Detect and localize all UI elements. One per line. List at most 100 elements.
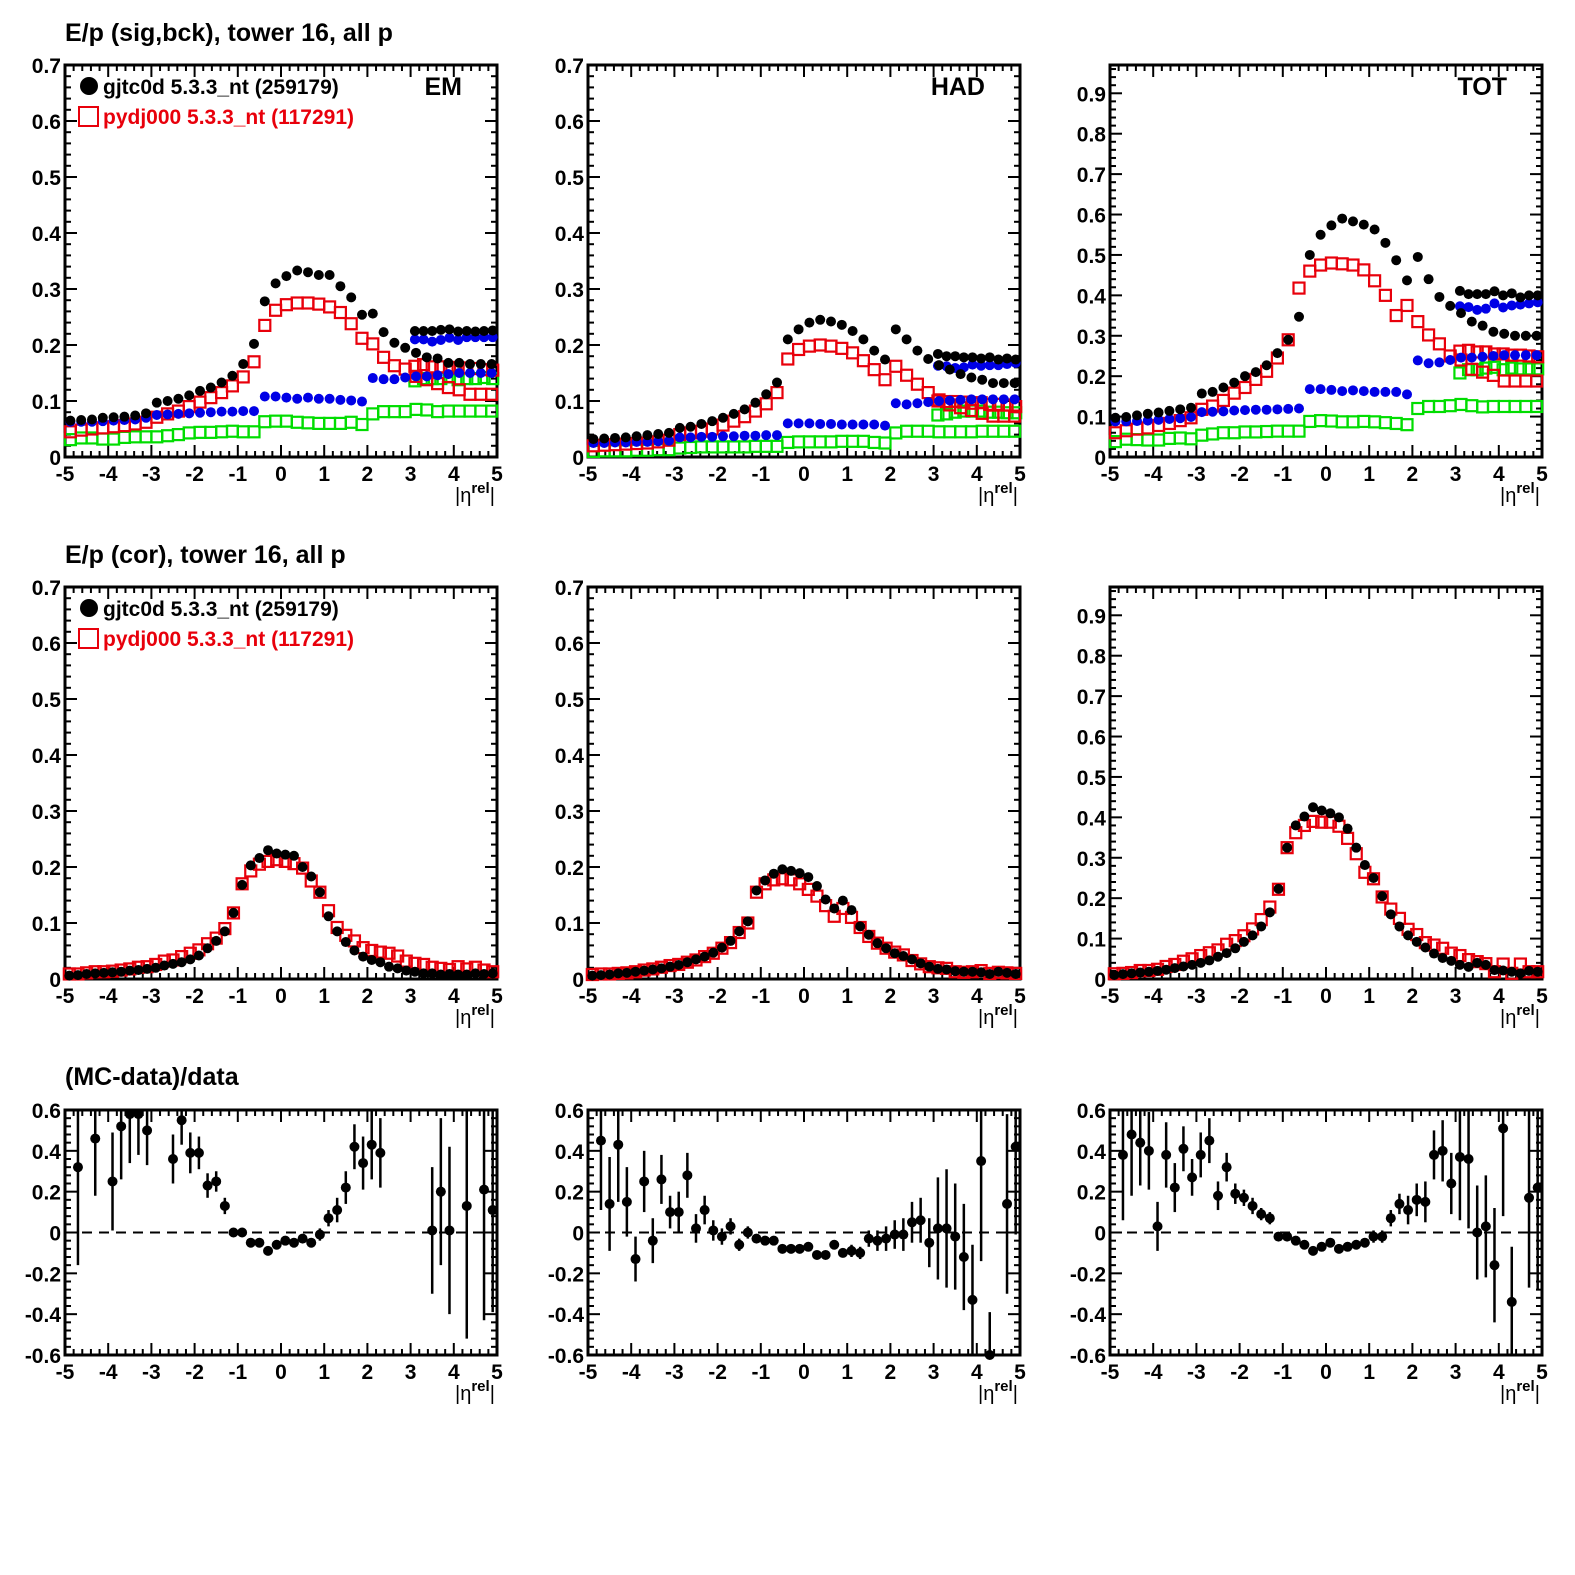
marker-data: [696, 418, 707, 429]
x-tick-label: 5: [491, 463, 503, 486]
marker-data_bck: [303, 392, 313, 403]
marker-data: [682, 957, 693, 968]
marker-mc: [226, 906, 241, 920]
ratio-point: [297, 1233, 308, 1244]
marker-data: [454, 357, 465, 368]
marker-data: [1429, 948, 1439, 959]
marker-data_bck: [411, 371, 421, 382]
row3-title: (MC-data)/data: [65, 1063, 239, 1091]
y-tick-label: 0: [49, 447, 61, 470]
marker-data: [162, 396, 173, 406]
marker-data: [1510, 330, 1520, 341]
y-tick-label: -0.6: [25, 1345, 61, 1368]
marker-data: [1480, 959, 1491, 970]
ratio-point: [444, 1225, 455, 1236]
marker-data_bck: [890, 398, 901, 409]
ratio-point: [1282, 1231, 1293, 1242]
marker-data: [881, 943, 892, 954]
marker-mc: [1324, 256, 1339, 270]
y-tick-label: 0: [1094, 447, 1106, 470]
marker-mc: [1421, 328, 1436, 342]
marker-mc_bck: [387, 405, 401, 419]
y-tick-label: 0.6: [32, 633, 61, 656]
ratio-point: [168, 1154, 178, 1164]
ratio-point: [1368, 1231, 1379, 1242]
marker-data: [761, 389, 772, 400]
y-tick-label: 0.1: [32, 913, 62, 936]
marker-data: [1010, 354, 1021, 365]
marker-data: [1488, 326, 1499, 337]
y-tick-label: -0.6: [548, 1345, 584, 1368]
marker-data_bck: [400, 372, 411, 383]
legend: gjtc0d 5.3.3_nt (259179) pydj000 5.3.3_nt…: [78, 76, 354, 129]
legend-label-mc: pydj000 5.3.3_nt (117291): [103, 628, 354, 651]
panel-row2-TOT: -5 -4 -3 -2 -1 0 1 2 3 4 5 0 0.1 0.2 0.3 0.4 0.5 0.6 0.7 0.…: [1077, 585, 1548, 1029]
marker-data: [249, 338, 259, 349]
marker-data_bck: [324, 393, 335, 404]
ratio-point: [656, 1174, 667, 1185]
marker-data_bck: [1196, 407, 1207, 418]
marker-data: [108, 412, 119, 423]
panel-row2-EM: -5 -4 -3 -2 -1 0 1 2 3 4 5 0 0.1 0.2 0.3 0.4 0.5 0.6 0.7 |η…: [32, 577, 503, 1029]
marker-data: [739, 404, 750, 415]
ratio-point: [673, 1207, 684, 1218]
ratio-point: [219, 1200, 230, 1211]
marker-data_bck: [923, 397, 934, 408]
marker-mc: [474, 387, 488, 401]
marker-mc_bck: [1529, 399, 1544, 414]
marker-data: [184, 390, 195, 401]
y-tick-label: 0.9: [1077, 83, 1106, 106]
marker-data: [98, 967, 109, 978]
marker-mc: [1411, 315, 1425, 329]
marker-data_bck: [1294, 403, 1304, 414]
y-tick-label: 0.2: [555, 1182, 584, 1205]
x-tick-label: -1: [1273, 463, 1292, 486]
marker-mc: [1519, 374, 1533, 388]
x-tick-label: -5: [1101, 463, 1120, 486]
marker-data_bck: [869, 419, 880, 430]
y-tick-label: 0.8: [1077, 646, 1107, 669]
y-tick-label: 0.2: [1077, 888, 1106, 911]
marker-mc: [1007, 409, 1022, 423]
ratio-point: [1411, 1194, 1422, 1205]
legend: gjtc0d 5.3.3_nt (259179) pydj000 5.3.3_nt…: [78, 598, 354, 651]
marker-data: [1196, 388, 1207, 399]
y-tick-label: 0.9: [1077, 605, 1106, 628]
marker-data_bck: [378, 374, 389, 385]
x-tick-label: -4: [99, 985, 118, 1008]
marker-mc_bck: [986, 424, 1000, 438]
y-tick-label: 0: [1094, 1223, 1106, 1246]
y-tick-label: 0.4: [32, 223, 62, 246]
marker-data_bck: [674, 432, 685, 443]
marker-mc_bck: [1141, 433, 1155, 447]
ratio-point: [193, 1147, 204, 1158]
marker-mc_bck: [1531, 362, 1545, 376]
ratio-point: [1403, 1205, 1414, 1216]
x-tick-label: 4: [448, 985, 460, 1008]
marker-data_bck: [772, 430, 782, 441]
marker-data: [1282, 842, 1293, 853]
marker-data: [642, 430, 653, 441]
ratio-point: [479, 1184, 490, 1195]
x-tick-label: 5: [1014, 985, 1026, 1008]
marker-data_bck: [409, 334, 420, 345]
marker-data_bck: [162, 409, 173, 420]
marker-mc_bck: [1184, 432, 1198, 446]
marker-data_bck: [998, 394, 1009, 405]
x-tick-label: 5: [1536, 463, 1548, 486]
marker-data: [392, 963, 403, 974]
x-tick-label: -4: [1144, 1361, 1163, 1384]
marker-mc_bck: [1357, 414, 1371, 429]
marker-mc_bck: [845, 434, 860, 448]
x-tick-label: -2: [185, 1361, 204, 1384]
marker-mc: [781, 352, 795, 366]
marker-mc_bck: [1259, 424, 1274, 439]
marker-data_bck: [421, 371, 432, 382]
marker-data: [72, 970, 83, 981]
x-tick-label: -4: [99, 463, 118, 486]
x-tick-label: 1: [841, 985, 853, 1008]
marker-mc: [1292, 281, 1306, 295]
marker-data: [1169, 963, 1180, 974]
y-tick-label: 0: [572, 969, 584, 992]
marker-mc_bck: [1367, 415, 1382, 429]
